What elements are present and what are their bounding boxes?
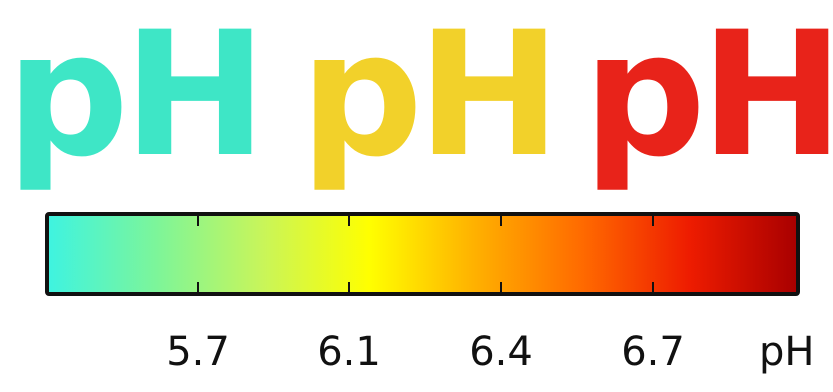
ph-word-mid: pH: [300, 0, 561, 195]
tick-mark-6-1-top: [348, 216, 350, 226]
tick-mark-6-7-top: [652, 216, 654, 226]
tick-label-6-1: 6.1: [317, 329, 381, 375]
tick-mark-5-7-bottom: [197, 282, 199, 292]
colorbar-unit-label: pH: [759, 329, 815, 375]
tick-label-6-7: 6.7: [621, 329, 685, 375]
tick-mark-6-7-bottom: [652, 282, 654, 292]
ph-colorbar: [45, 212, 800, 296]
tick-mark-6-4-top: [500, 216, 502, 226]
ph-word-low: pH: [6, 0, 267, 195]
tick-mark-6-1-bottom: [348, 282, 350, 292]
ph-word-high: pH: [583, 0, 833, 195]
tick-mark-6-4-bottom: [500, 282, 502, 292]
tick-label-6-4: 6.4: [469, 329, 533, 375]
tick-mark-5-7-top: [197, 216, 199, 226]
tick-label-5-7: 5.7: [166, 329, 230, 375]
